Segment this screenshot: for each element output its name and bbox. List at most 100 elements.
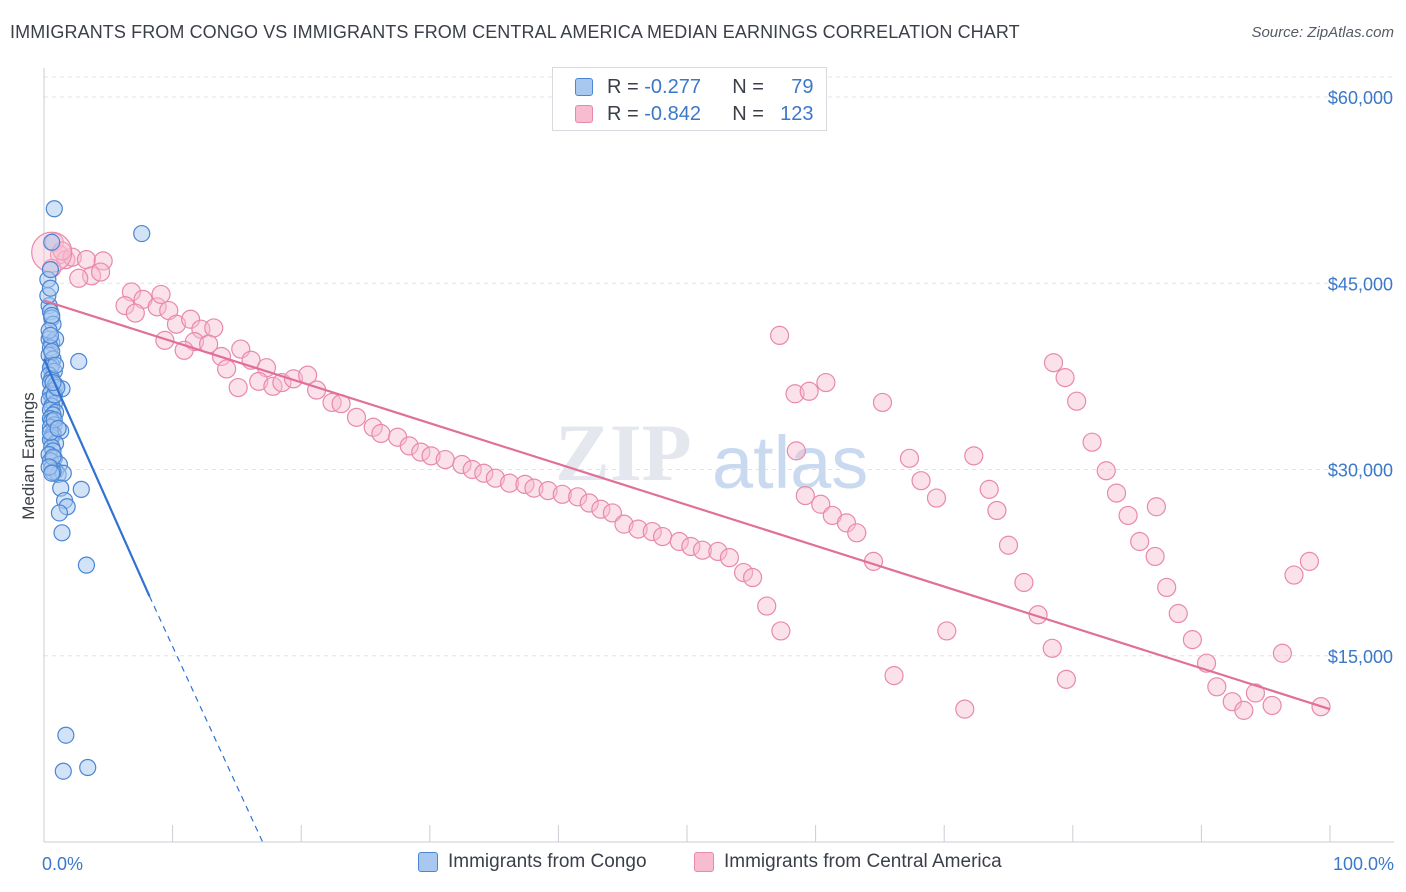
central-america-point (249, 371, 269, 391)
congo-trend-line (42, 358, 151, 597)
central-america-point (1042, 638, 1062, 658)
central-america-point (602, 503, 623, 523)
legend-row-central-america: R = -0.842 N = 123 (553, 102, 814, 126)
central-america-point (786, 441, 806, 461)
central-america-point (399, 436, 419, 456)
legend-n-value: 123 (780, 102, 814, 125)
central-america-point (181, 309, 201, 329)
congo-point (53, 524, 71, 542)
congo-point (79, 758, 97, 777)
central-america-point (90, 262, 111, 282)
legend-r-value: -0.842 (644, 102, 701, 125)
legend-r-label: R = (607, 102, 639, 125)
legend-n-value: 79 (791, 75, 814, 98)
central-america-point (733, 562, 754, 583)
central-america-point (926, 488, 947, 508)
central-america-point (955, 699, 975, 719)
central-america-point (155, 330, 175, 350)
central-america-point (979, 479, 999, 499)
central-america-point (1082, 432, 1102, 452)
central-america-point (937, 621, 957, 641)
central-america-point (499, 473, 520, 493)
central-america-point (708, 541, 728, 562)
central-america-point (1182, 630, 1202, 650)
legend-swatch-central-america (575, 105, 593, 123)
y-tick-label: $45,000 (1328, 274, 1393, 294)
legend-swatch-congo (575, 78, 593, 96)
congo-trend-extension (148, 595, 264, 843)
central-america-point (1096, 461, 1116, 481)
central-america-point (719, 548, 740, 568)
central-america-point (115, 296, 135, 316)
central-america-point (884, 666, 904, 686)
central-america-point (847, 523, 867, 543)
central-america-point (411, 442, 431, 462)
central-america-point (125, 303, 145, 323)
legend-row-congo: R = -0.277 N = 79 (553, 75, 814, 99)
central-america-point (538, 481, 558, 501)
congo-point (43, 464, 61, 482)
central-america-point (1146, 497, 1166, 517)
central-america-point (669, 531, 689, 552)
central-america-point (1056, 669, 1076, 689)
central-america-point (485, 468, 505, 488)
congo-point (77, 556, 96, 574)
central-america-point (346, 407, 367, 427)
congo-point (57, 726, 75, 744)
central-america-point (836, 513, 857, 533)
central-america-point (62, 247, 82, 267)
central-america-point (769, 325, 790, 345)
congo-point (41, 279, 60, 297)
central-america-point (591, 499, 611, 519)
x-tick-label-min: 0.0% (42, 854, 83, 874)
central-america-point (1299, 551, 1320, 571)
central-america-point (1028, 605, 1048, 625)
central-america-point (1106, 483, 1127, 503)
central-america-point (435, 449, 455, 470)
central-america-point (1014, 572, 1034, 593)
central-america-point (579, 493, 599, 513)
central-america-point (964, 446, 984, 466)
central-america-point (228, 377, 248, 398)
central-america-point (1207, 677, 1227, 697)
bottom-legend-label-central-america: Immigrants from Central America (724, 851, 1002, 872)
bottom-legend-label-congo: Immigrants from Congo (448, 851, 647, 872)
y-tick-label: $60,000 (1328, 88, 1393, 108)
central-america-point (217, 359, 237, 379)
central-america-point (614, 514, 634, 534)
central-america-point (474, 463, 494, 483)
congo-point (133, 224, 151, 243)
central-america-point (899, 448, 920, 468)
central-america-point (1118, 505, 1138, 526)
legend-n-label: N = (732, 75, 764, 98)
central-america-point (69, 268, 89, 288)
trend-lines (42, 299, 1331, 843)
congo-point (50, 504, 69, 522)
central-america-point (785, 384, 805, 404)
central-america-point (911, 471, 931, 491)
central-america-point (692, 540, 713, 560)
watermark-atlas: atlas (712, 421, 868, 504)
central-america-point (1284, 565, 1304, 585)
congo-point (70, 352, 88, 371)
central-america-point (1145, 546, 1165, 567)
central-america-point (742, 567, 763, 588)
watermark-zip: ZIP (555, 407, 692, 498)
central-america-point (76, 250, 97, 270)
central-america-point (1067, 391, 1087, 411)
source-note: Source: ZipAtlas.com (1251, 24, 1394, 41)
central-america-point (93, 251, 113, 271)
central-america-point (799, 381, 819, 401)
central-america-point (642, 521, 662, 542)
bottom-legend-swatch-central-america (694, 852, 714, 872)
central-america-point (757, 596, 777, 616)
congo-point (54, 762, 72, 780)
central-america-point (462, 459, 482, 480)
central-america-point (811, 494, 831, 514)
central-america-point (652, 526, 673, 547)
congo-point (43, 306, 61, 325)
central-america-point (1234, 700, 1254, 720)
central-america-point (816, 372, 836, 393)
legend-r-value: -0.277 (644, 75, 701, 98)
central-america-point (1157, 577, 1177, 598)
